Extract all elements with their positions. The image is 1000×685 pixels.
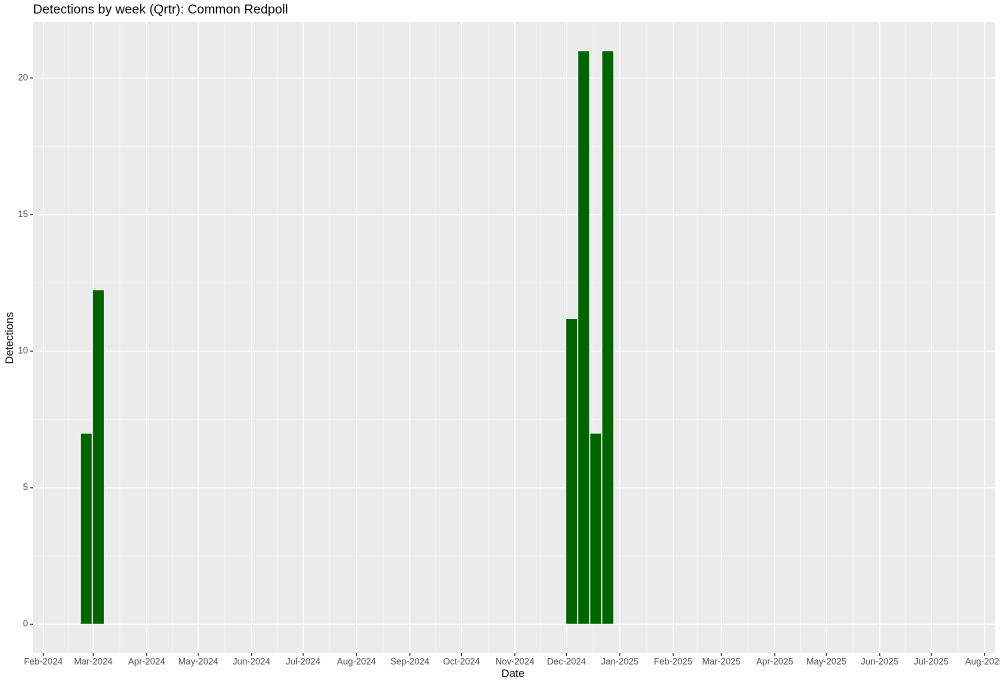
x-tick-label: Apr-2025 (756, 656, 793, 666)
y-axis-title: Detections (4, 312, 16, 364)
x-tick-label: Aug-2025 (965, 656, 1000, 666)
x-tick-label: Jun-2025 (861, 656, 899, 666)
x-tick-label: Nov-2024 (495, 656, 534, 666)
x-tick-label: Jan-2025 (601, 656, 639, 666)
bar (601, 50, 615, 625)
y-tick-label: 20 (18, 72, 28, 82)
y-tick-label: 0 (23, 619, 28, 629)
x-tick-label: Jun-2024 (233, 656, 271, 666)
chart-title: Detections by week (Qrtr): Common Redpol… (33, 1, 288, 16)
y-tick-label: 15 (18, 209, 28, 219)
y-tick-label: 5 (23, 482, 28, 492)
plot-panel (33, 22, 995, 653)
x-tick-label: Mar-2024 (74, 656, 113, 666)
x-tick-label: Feb-2025 (654, 656, 693, 666)
bar (577, 50, 591, 625)
x-tick-label: May-2024 (178, 656, 218, 666)
x-axis-title: Date (501, 668, 524, 680)
x-tick-label: Apr-2024 (128, 656, 165, 666)
x-tick-label: Oct-2024 (443, 656, 480, 666)
bar (565, 317, 579, 625)
bar (79, 432, 93, 625)
x-tick-label: Aug-2024 (337, 656, 376, 666)
x-tick-label: May-2025 (806, 656, 846, 666)
bar (91, 289, 105, 625)
x-tick-label: Feb-2024 (24, 656, 63, 666)
x-tick-label: Mar-2025 (702, 656, 741, 666)
y-tick-label: 10 (18, 346, 28, 356)
bar (589, 432, 603, 625)
x-tick-label: Jul-2025 (914, 656, 949, 666)
x-tick-label: Dec-2024 (547, 656, 586, 666)
x-tick-label: Sep-2024 (390, 656, 429, 666)
x-tick-label: Jul-2024 (286, 656, 321, 666)
